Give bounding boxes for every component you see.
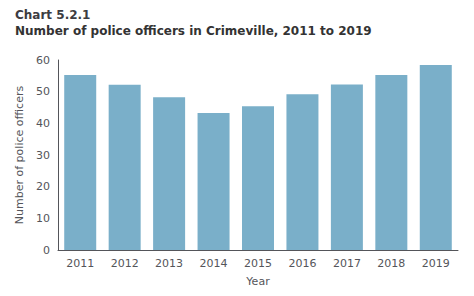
svg-text:2016: 2016 <box>288 257 316 270</box>
svg-text:30: 30 <box>36 149 50 162</box>
svg-text:2017: 2017 <box>333 257 361 270</box>
svg-text:Year: Year <box>245 275 270 288</box>
svg-text:20: 20 <box>36 180 50 193</box>
svg-text:2011: 2011 <box>66 257 94 270</box>
svg-text:40: 40 <box>36 117 50 130</box>
svg-text:2015: 2015 <box>244 257 272 270</box>
svg-text:2014: 2014 <box>200 257 228 270</box>
svg-text:60: 60 <box>36 54 50 67</box>
svg-text:2013: 2013 <box>155 257 183 270</box>
svg-text:10: 10 <box>36 212 50 225</box>
svg-text:0: 0 <box>43 244 50 257</box>
svg-text:Chart 5.2.1: Chart 5.2.1 <box>15 8 90 22</box>
svg-text:Number of police officers: Number of police officers <box>13 86 26 225</box>
svg-text:2019: 2019 <box>422 257 450 270</box>
svg-text:2012: 2012 <box>111 257 139 270</box>
svg-text:2018: 2018 <box>377 257 405 270</box>
svg-text:50: 50 <box>36 85 50 98</box>
svg-text:Number of police officers in C: Number of police officers in Crimeville,… <box>15 24 372 38</box>
